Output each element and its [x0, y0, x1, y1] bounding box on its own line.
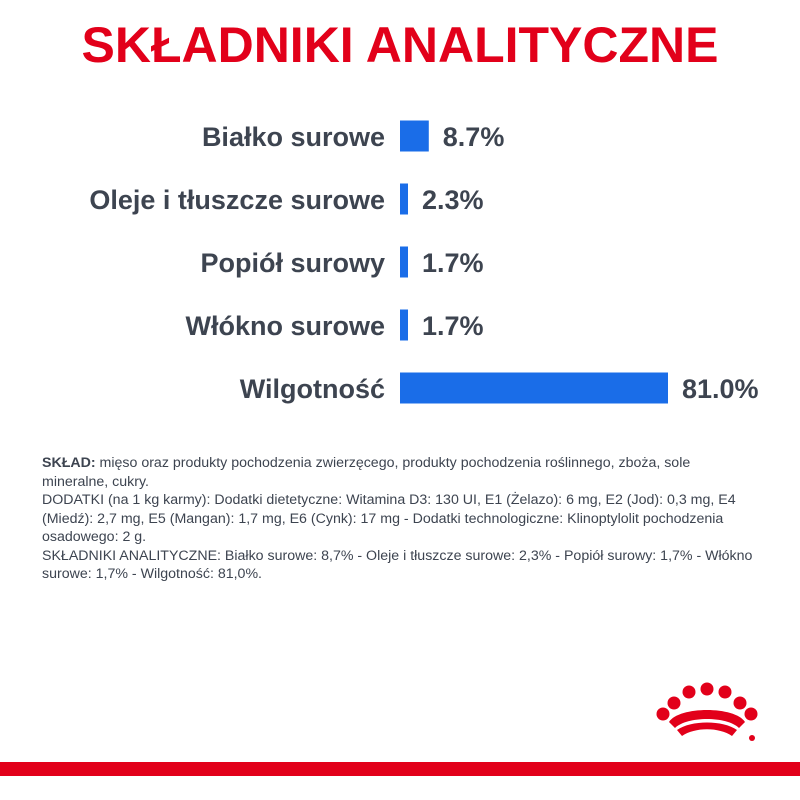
- bar-chart: Białko surowe 8.7% Oleje i tłuszcze surowe…: [89, 120, 759, 404]
- dodatki-paragraph: DODATKI (na 1 kg karmy): Dodatki dietety…: [42, 492, 736, 545]
- bar: [400, 372, 668, 404]
- value-label: 2.3%: [422, 185, 484, 215]
- sklad-paragraph: SKŁAD: mięso oraz produkty pochodzenia z…: [42, 454, 757, 491]
- value-label: 1.7%: [422, 311, 484, 341]
- sklad-label: SKŁAD:: [42, 455, 96, 471]
- bar: [400, 120, 429, 152]
- bar: [400, 246, 408, 278]
- category-label: Popiół surowy: [200, 248, 385, 278]
- value-label: 1.7%: [422, 248, 484, 278]
- category-label: Oleje i tłuszcze surowe: [89, 185, 385, 215]
- category-label: Wilgotność: [240, 374, 385, 404]
- bar: [400, 183, 408, 215]
- page-title: SKŁADNIKI ANALITYCZNE: [81, 17, 719, 73]
- sklad-text: mięso oraz produkty pochodzenia zwierzęc…: [42, 455, 691, 490]
- bar: [400, 309, 408, 341]
- value-label: 8.7%: [443, 122, 505, 152]
- brand-bottom-bar: [0, 762, 800, 776]
- royal-canin-crown-icon: [656, 682, 758, 741]
- value-label: 81.0%: [682, 374, 759, 404]
- category-label: Białko surowe: [202, 122, 385, 152]
- analityczne-paragraph: SKŁADNIKI ANALITYCZNE: Białko surowe: 8,…: [42, 547, 753, 583]
- composition-text: SKŁAD: mięso oraz produkty pochodzenia z…: [42, 454, 757, 584]
- category-label: Włókno surowe: [185, 311, 385, 341]
